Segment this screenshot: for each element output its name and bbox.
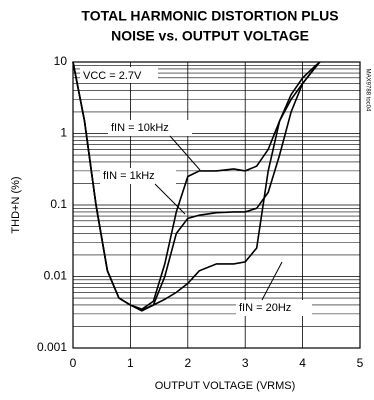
y-tick-label: 10 [54,54,68,68]
x-tick-label: 4 [299,356,306,370]
y-tick-label: 0.1 [50,197,67,211]
annotation: VCC = 2.7V [83,70,142,82]
label-box [80,67,158,83]
x-tick-label: 2 [184,356,191,370]
label-box [236,300,312,316]
x-tick-label: 1 [127,356,134,370]
annotation: MAX9788 toc04 [364,69,370,112]
annotation: fIN = 20Hz [239,302,291,314]
annotation: fIN = 10kHz [111,122,169,134]
y-tick-label: 0.001 [37,340,67,354]
y-tick-label: 0.01 [44,269,68,283]
y-axis-label: THD+N (%) [10,176,22,233]
series-line [72,61,321,310]
arrow [154,183,186,215]
x-axis-label: OUTPUT VOLTAGE (VRMS) [155,380,296,392]
label-box [100,168,176,184]
plot-frame [72,61,361,349]
chart-title: TOTAL HARMONIC DISTORTION PLUS [81,8,338,24]
annotation: fIN = 1kHz [103,170,155,182]
annotations: VCC = 2.7V fIN = 10kHz fIN = 1kHz fIN = … [80,67,370,316]
plot-area [72,61,361,349]
x-tick-label: 0 [70,356,77,370]
arrow [169,135,201,171]
y-tick-label: 1 [60,126,67,140]
series-line [72,61,321,312]
arrow [261,261,283,301]
chart-title: NOISE vs. OUTPUT VOLTAGE [111,28,309,44]
label-box [108,120,192,136]
x-tick-label: 3 [242,356,249,370]
x-tick-label: 5 [357,356,364,370]
